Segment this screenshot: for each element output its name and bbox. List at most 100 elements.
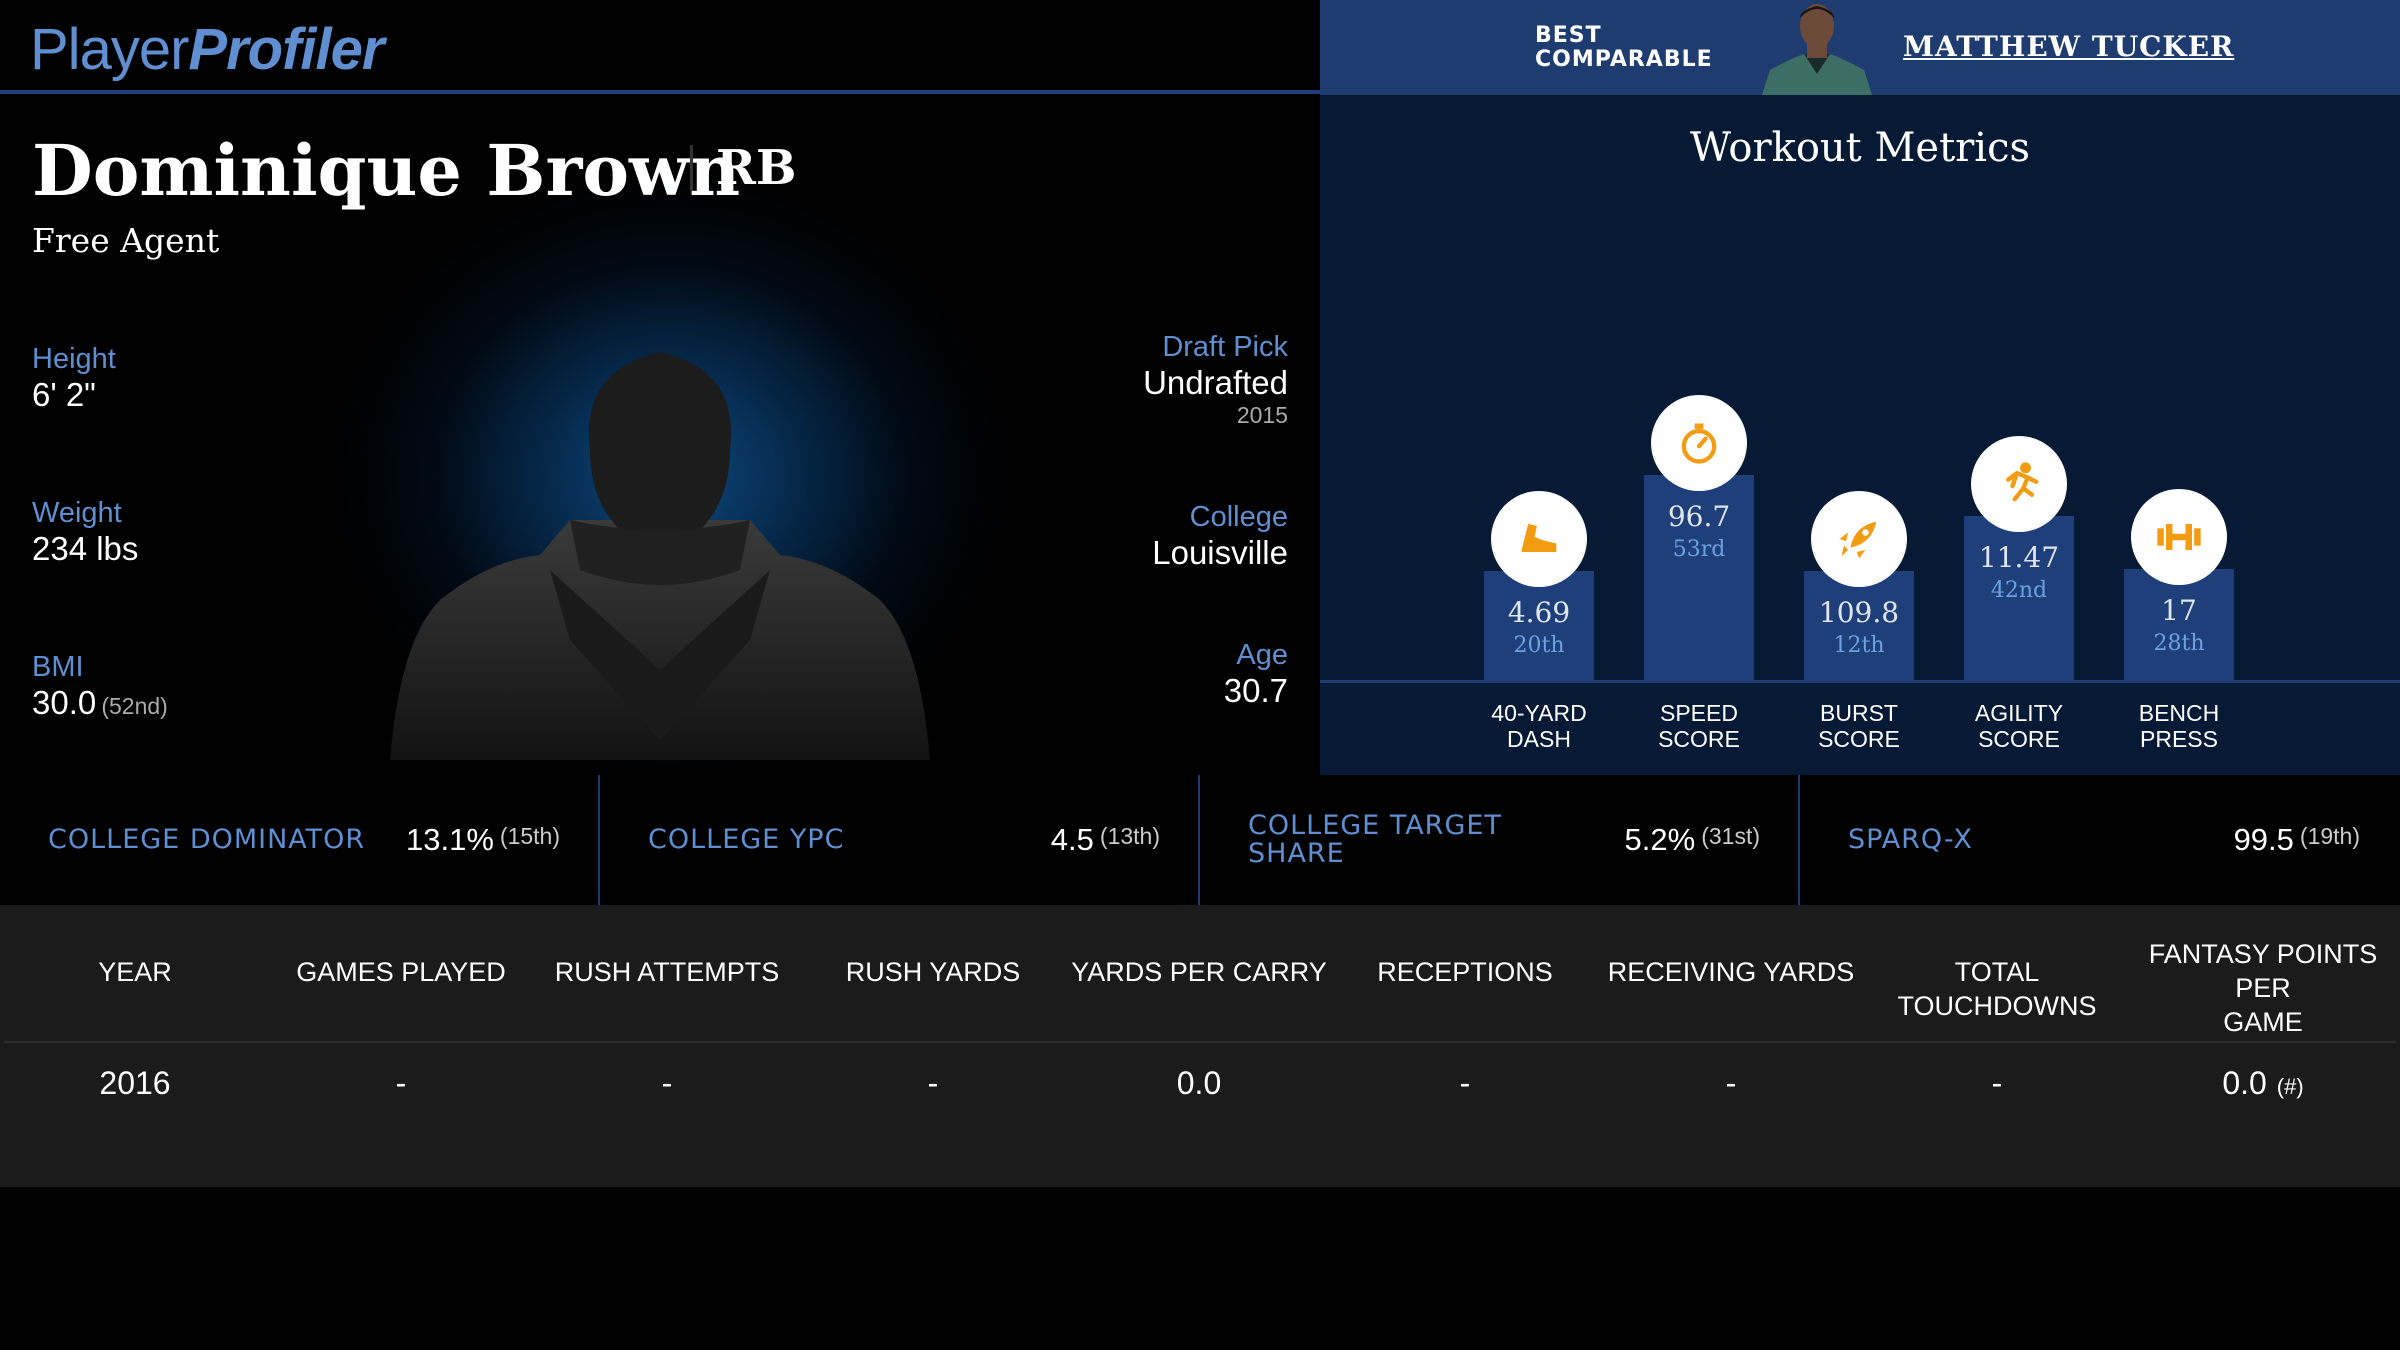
bmi-rank: (52nd): [101, 693, 168, 719]
workout-title: Workout Metrics: [1689, 125, 2031, 171]
stat-sparq-x: SPARQ-X 99.5 (19th): [1800, 775, 2398, 905]
fantasy-rank-link[interactable]: (#): [2276, 1074, 2304, 1099]
th-rush-attempts: RUSH ATTEMPTS: [554, 957, 780, 987]
stat-label: COLLEGE DOMINATOR: [48, 824, 366, 855]
workout-rank: 42nd: [1990, 578, 2048, 603]
th-fantasy-points: FANTASY POINTS PER GAME: [2148, 939, 2378, 1037]
workout-label: AGILITY SCORE: [1974, 700, 2064, 752]
bmi-stat: BMI 30.0 (52nd): [32, 651, 168, 722]
draft-year: 2015: [1236, 402, 1288, 428]
best-comparable-label: BEST COMPARABLE: [1535, 23, 1713, 72]
stat-rank: (19th): [2299, 822, 2360, 849]
stat-college-dominator: COLLEGE DOMINATOR 13.1% (15th): [0, 775, 600, 905]
age-label: Age: [1236, 639, 1288, 671]
stat-value: 13.1%: [406, 822, 494, 857]
draft-pick-label: Draft Pick: [1162, 331, 1288, 363]
stat-label: SPARQ-X: [1848, 824, 1973, 855]
shoe-icon: [1491, 491, 1587, 588]
workout-value: 4.69: [1507, 596, 1571, 630]
brand-logo[interactable]: Player Profiler: [30, 10, 384, 88]
player-silhouette: [390, 352, 930, 760]
college-label: College: [1189, 501, 1288, 533]
cell-rush-attempts: -: [661, 1065, 673, 1101]
workout-label: BURST SCORE: [1818, 700, 1900, 752]
workout-label: BENCH PRESS: [2138, 700, 2220, 752]
workout-bar: [1964, 516, 2074, 680]
workout-rank: 20th: [1513, 633, 1565, 659]
workout-rank: 12th: [1833, 633, 1885, 659]
th-year: YEAR: [98, 957, 172, 987]
cell-year: 2016: [99, 1065, 171, 1101]
cell-receptions: -: [1459, 1065, 1471, 1101]
stat-value: 99.5: [2233, 822, 2294, 857]
workout-bar: [2124, 569, 2234, 680]
stat-value: 5.2%: [1624, 822, 1696, 857]
college-stats-strip: COLLEGE DOMINATOR 13.1% (15th) COLLEGE YP…: [0, 775, 2400, 905]
runner-icon: [1971, 436, 2067, 532]
stat-college-ypc: COLLEGE YPC 4.5 (13th): [600, 775, 1200, 905]
th-yards-per-carry: YARDS PER CARRY: [1071, 957, 1327, 987]
workout-value: 96.7: [1667, 500, 1731, 533]
th-total-touchdowns: TOTAL TOUCHDOWNS: [1897, 957, 2097, 1021]
th-rush-yards: RUSH YARDS: [845, 957, 1021, 987]
workout-value: 17: [2161, 594, 2197, 628]
cell-receiving-yards: -: [1725, 1065, 1737, 1101]
brand-part2: Profiler: [188, 16, 384, 82]
th-games-played: GAMES PLAYED: [296, 957, 506, 987]
workout-rank: 53rd: [1672, 537, 1726, 562]
th-receiving-yards: RECEIVING YARDS: [1607, 957, 1855, 987]
stat-value: 4.5: [1050, 822, 1094, 857]
height-label: Height: [32, 343, 116, 375]
bars-baseline: [1320, 680, 2400, 683]
stat-rank: (13th): [1099, 822, 1160, 849]
workout-label: SPEED SCORE: [1658, 700, 1740, 752]
workout-value: 109.8: [1818, 596, 1900, 630]
workout-label: 40-YARD DASH: [1491, 700, 1587, 752]
workout-bar: [1484, 571, 1594, 680]
draft-pick-stat: Draft Pick Undrafted 2015: [1143, 331, 1288, 429]
table-header-rule: [4, 1041, 2396, 1043]
age-value: 30.7: [1223, 672, 1288, 709]
cell-games-played: -: [395, 1065, 407, 1101]
stat-college-target-share: COLLEGE TARGET SHARE 5.2% (31st): [1200, 775, 1800, 905]
th-receptions: RECEPTIONS: [1377, 957, 1553, 987]
header-divider: [0, 90, 1320, 94]
workout-metrics-panel: Workout Metrics 4.69 20th 40-YARD DASH 96.7 5…: [1320, 95, 2400, 775]
name-position-divider: [690, 145, 693, 191]
workout-rank: 28th: [2153, 631, 2205, 657]
comparable-player-photo: [1762, 4, 1872, 95]
bmi-label: BMI: [32, 651, 84, 683]
workout-value: 11.47: [1978, 541, 2060, 574]
bmi-value: 30.0: [32, 684, 97, 721]
draft-pick-value: Undrafted: [1143, 364, 1288, 401]
stat-rank: (15th): [499, 822, 560, 849]
weight-value: 234 lbs: [32, 530, 139, 567]
brand-part1: Player: [30, 16, 189, 82]
season-stats-table: YEAR GAMES PLAYED RUSH ATTEMPTS RUSH YAR…: [0, 905, 2400, 1187]
rocket-icon: [1811, 491, 1907, 588]
cell-rush-yards: -: [927, 1065, 939, 1101]
weight-label: Weight: [32, 497, 122, 529]
cell-total-touchdowns: -: [1991, 1065, 2003, 1101]
cell-yards-per-carry: 0.0: [1176, 1065, 1222, 1101]
player-name: Dominique Brown: [32, 129, 741, 212]
stat-label: COLLEGE TARGET SHARE: [1248, 810, 1502, 869]
cell-fantasy-points: 0.0 (#): [2222, 1065, 2304, 1101]
best-comparable-banner: BEST COMPARABLE MATTHEW TUCKER: [1320, 0, 2400, 95]
stopwatch-icon: [1651, 395, 1747, 491]
weight-stat: Weight 234 lbs: [32, 497, 138, 568]
stat-label: COLLEGE YPC: [648, 824, 845, 855]
height-value: 6' 2": [32, 376, 96, 413]
player-position: RB: [716, 140, 797, 196]
height-stat: Height 6' 2": [32, 343, 116, 414]
workout-bar: [1644, 475, 1754, 680]
stat-rank: (31st): [1701, 822, 1760, 849]
workout-bar: [1804, 571, 1914, 680]
dumbbell-icon: [2131, 489, 2227, 586]
player-status: Free Agent: [32, 221, 220, 260]
college-stat: College Louisville: [1152, 501, 1288, 572]
comparable-player-link[interactable]: MATTHEW TUCKER: [1903, 30, 2235, 63]
college-value: Louisville: [1152, 534, 1288, 571]
age-stat: Age 30.7: [1224, 639, 1288, 710]
player-panel: Dominique Brown RB Free Agent Height 6' …: [0, 95, 1320, 775]
